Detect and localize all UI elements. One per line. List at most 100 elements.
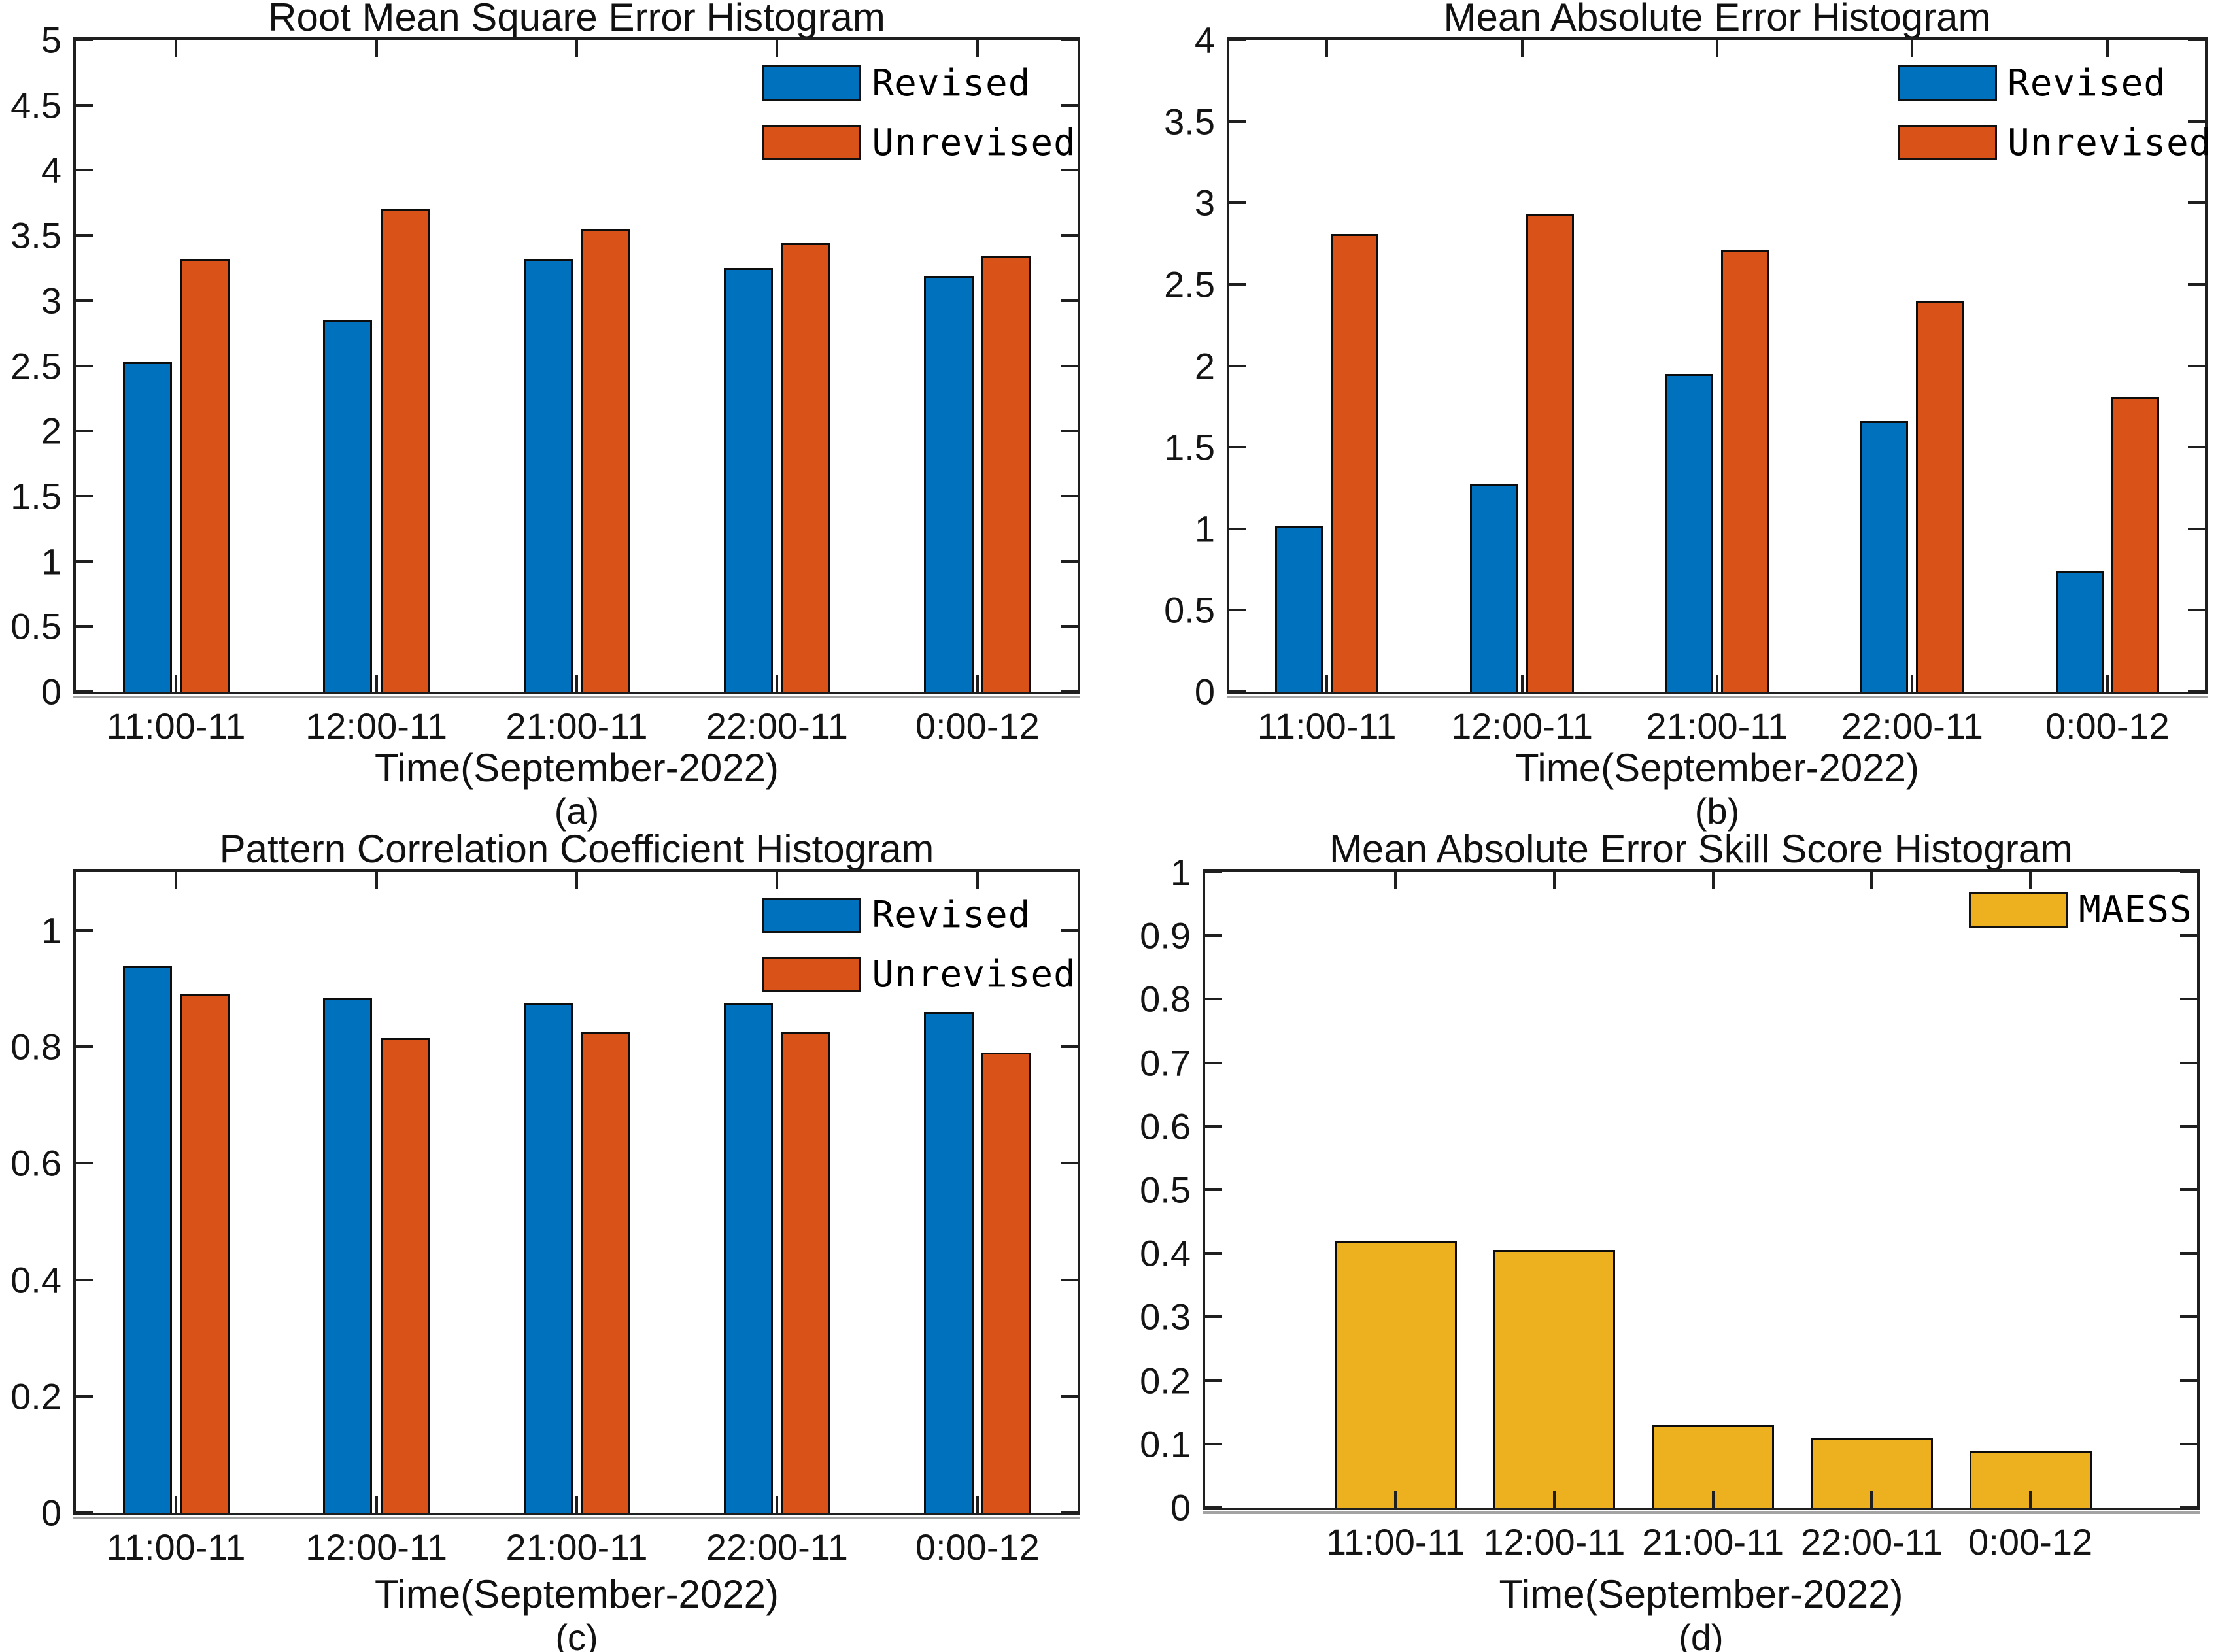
legend-swatch-revised (1898, 65, 1998, 101)
y-axis-tick (1229, 201, 1246, 205)
y-axis-tick (1205, 1061, 1222, 1064)
x-axis-tick (2029, 872, 2032, 889)
y-axis-tick (2180, 1188, 2197, 1191)
y-axis-tick (2188, 609, 2205, 612)
bar-revised-21:00-11 (1665, 373, 1713, 692)
subplot-b: Mean Absolute Error Histogram 0 0.5 1 1.5 2 2… (1109, 0, 2218, 832)
bar-unrevised-12:00-11 (1526, 214, 1574, 692)
x-tick-label: 0:00-12 (2045, 705, 2170, 747)
bar-unrevised-0:00-12 (981, 1053, 1031, 1513)
legend-swatch-revised (762, 65, 862, 101)
x-axis-tick (575, 675, 578, 692)
y-axis-tick (1061, 1045, 1078, 1049)
x-tick-label: 21:00-11 (1642, 1521, 1784, 1562)
y-axis-tick (2188, 282, 2205, 286)
y-axis-tick (1205, 1124, 1222, 1128)
x-axis-tick (575, 40, 578, 57)
y-axis-tick (2180, 1061, 2197, 1064)
y-axis-tick (1061, 560, 1078, 563)
bar-revised-0:00-12 (924, 275, 974, 692)
y-axis-tick (1061, 1394, 1078, 1398)
bar-revised-12:00-11 (323, 997, 373, 1513)
y-axis-tick (1205, 934, 1222, 937)
y-tick-label: 2 (1194, 345, 1215, 386)
y-tick-label: 2 (41, 410, 61, 452)
subplot-a: Root Mean Square Error Histogram 0 0.5 1 1.… (0, 0, 1109, 832)
y-tick-label: 0.8 (1140, 978, 1191, 1020)
x-axis-tick (1911, 40, 1914, 57)
x-axis-tick (776, 675, 779, 692)
bar-unrevised-12:00-11 (380, 1037, 430, 1513)
chart-title-mae: Mean Absolute Error Histogram (1443, 0, 1991, 39)
y-axis-tick (2180, 998, 2197, 1001)
x-axis-tick (575, 1496, 578, 1513)
x-tick-label: 21:00-11 (505, 1526, 648, 1568)
y-axis-tick (1229, 120, 1246, 123)
x-axis-tick (1711, 872, 1715, 889)
bar-revised-0:00-12 (924, 1011, 974, 1513)
y-axis-tick (2180, 1506, 2197, 1509)
y-axis-tick (1205, 1379, 1222, 1382)
x-tick-label: 12:00-11 (305, 705, 448, 747)
bar-unrevised-22:00-11 (1916, 300, 1964, 692)
y-axis-tick (1229, 282, 1246, 286)
y-tick-label: 0.9 (1140, 915, 1191, 956)
bar-revised-11:00-11 (122, 362, 172, 692)
x-axis-tick (175, 872, 178, 889)
x-axis-tick (1716, 40, 1718, 57)
y-axis-tick (1229, 446, 1246, 449)
y-axis-tick (2180, 1315, 2197, 1319)
y-axis-tick (76, 39, 93, 41)
x-tick-label: 22:00-11 (1800, 1521, 1943, 1562)
y-axis-tick (2188, 690, 2205, 693)
y-axis-tick (76, 299, 93, 302)
y-axis-tick (2180, 871, 2197, 873)
y-tick-label: 4 (1194, 19, 1215, 61)
y-tick-label: 2.5 (1164, 263, 1215, 305)
y-tick-label: 3 (1194, 182, 1215, 224)
y-axis-tick (2180, 1124, 2197, 1128)
x-axis-tick (1552, 1491, 1556, 1508)
subplot-letter-c: (c) (555, 1617, 598, 1652)
y-axis-tick (1205, 871, 1222, 873)
subplot-letter-d: (d) (1679, 1617, 1724, 1652)
bar-revised-11:00-11 (122, 965, 172, 1513)
y-axis-tick (76, 1394, 93, 1398)
legend-swatch-revised (762, 897, 862, 933)
y-tick-label: 1.5 (1164, 426, 1215, 468)
y-axis-tick (1229, 39, 1246, 41)
y-tick-label: 5 (41, 19, 61, 61)
legend-entry-revised: Revised (1898, 62, 2211, 105)
x-axis-tick (375, 675, 378, 692)
x-axis-tick (1716, 675, 1718, 692)
y-tick-label: 0.3 (1140, 1296, 1191, 1338)
x-axis-tick (1520, 675, 1524, 692)
bar-unrevised-12:00-11 (380, 209, 430, 692)
x-tick-label: 22:00-11 (706, 705, 848, 747)
legend-entry-revised: Revised (762, 62, 1076, 105)
y-axis-tick (1205, 1252, 1222, 1255)
y-axis-tick (1061, 1162, 1078, 1165)
plot-area-mae: 0 0.5 1 1.5 2 2.5 3 3.5 4 11:00-11 12:00-11 21:00-1… (1164, 20, 2211, 747)
bar-maess-12:00-11 (1493, 1250, 1616, 1508)
y-tick-label: 0.6 (10, 1142, 61, 1184)
bar-unrevised-21:00-11 (1721, 250, 1769, 692)
y-axis-tick (2188, 364, 2205, 367)
x-axis-tick (175, 40, 178, 57)
bar-revised-12:00-11 (1470, 484, 1518, 692)
y-axis-tick (1061, 690, 1078, 693)
subplot-letter-a: (a) (554, 790, 600, 832)
bar-unrevised-21:00-11 (581, 1032, 630, 1513)
y-axis-tick (1205, 1506, 1222, 1509)
legend: Revised Unrevised (1898, 62, 2211, 164)
y-tick-label: 0.6 (1140, 1105, 1191, 1147)
legend-label-unrevised: Unrevised (2007, 121, 2212, 164)
y-axis-tick (1205, 1442, 1222, 1445)
y-axis-tick (1229, 527, 1246, 530)
x-tick-label: 11:00-11 (1325, 1521, 1465, 1562)
y-axis-tick (2180, 1252, 2197, 1255)
y-axis-tick (1229, 364, 1246, 367)
x-axis-tick (1325, 40, 1329, 57)
y-axis-tick (1061, 430, 1078, 433)
y-tick-label: 0.8 (10, 1026, 61, 1068)
